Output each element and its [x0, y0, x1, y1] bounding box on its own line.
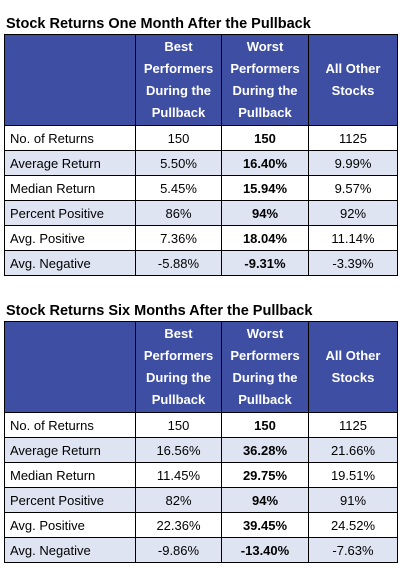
row-label: Percent Positive — [4, 487, 136, 513]
row-label: Avg. Positive — [4, 512, 136, 538]
cell-other: 1125 — [308, 412, 398, 438]
header-corner-cell — [4, 321, 136, 413]
cell-other: 9.57% — [308, 175, 398, 201]
row-label: Avg. Negative — [4, 250, 136, 276]
cell-best: 5.45% — [135, 175, 222, 201]
header-corner-cell — [4, 34, 136, 126]
table-row: Median Return 11.45% 29.75% 19.51% — [4, 462, 398, 488]
header-worst-performers: Worst Performers During the Pullback — [221, 321, 309, 413]
cell-best: 22.36% — [135, 512, 222, 538]
cell-worst: 150 — [221, 412, 309, 438]
cell-worst: 36.28% — [221, 437, 309, 463]
cell-best: 7.36% — [135, 225, 222, 251]
cell-best: -9.86% — [135, 537, 222, 563]
header-best-performers: Best Performers During the Pullback — [135, 34, 222, 126]
cell-other: 24.52% — [308, 512, 398, 538]
table-row: Average Return 16.56% 36.28% 21.66% — [4, 437, 398, 463]
cell-other: 11.14% — [308, 225, 398, 251]
cell-best: 86% — [135, 200, 222, 226]
row-label: Avg. Positive — [4, 225, 136, 251]
header-row: Best Performers During the Pullback Wors… — [4, 34, 398, 126]
cell-best: -5.88% — [135, 250, 222, 276]
cell-other: 9.99% — [308, 150, 398, 176]
cell-other: -3.39% — [308, 250, 398, 276]
cell-worst: 94% — [221, 487, 309, 513]
table-row: Median Return 5.45% 15.94% 9.57% — [4, 175, 398, 201]
cell-other: 1125 — [308, 125, 398, 151]
table-row: No. of Returns 150 150 1125 — [4, 412, 398, 438]
cell-worst: 39.45% — [221, 512, 309, 538]
cell-best: 150 — [135, 412, 222, 438]
cell-other: 21.66% — [308, 437, 398, 463]
row-label: Average Return — [4, 437, 136, 463]
header-worst-performers: Worst Performers During the Pullback — [221, 34, 309, 126]
table-row: No. of Returns 150 150 1125 — [4, 125, 398, 151]
row-label: Median Return — [4, 462, 136, 488]
header-row: Best Performers During the Pullback Wors… — [4, 321, 398, 413]
cell-worst: 94% — [221, 200, 309, 226]
table-section-one-month: Stock Returns One Month After the Pullba… — [4, 14, 398, 276]
cell-other: 91% — [308, 487, 398, 513]
cell-other: 92% — [308, 200, 398, 226]
cell-other: 19.51% — [308, 462, 398, 488]
table-section-six-months: Stock Returns Six Months After the Pullb… — [4, 301, 398, 563]
table-row: Avg. Negative -5.88% -9.31% -3.39% — [4, 250, 398, 276]
cell-worst: 16.40% — [221, 150, 309, 176]
row-label: Median Return — [4, 175, 136, 201]
header-all-other-stocks: All Other Stocks — [308, 321, 398, 413]
cell-best: 150 — [135, 125, 222, 151]
returns-table: Best Performers During the Pullback Wors… — [4, 321, 398, 563]
cell-worst: -9.31% — [221, 250, 309, 276]
returns-table: Best Performers During the Pullback Wors… — [4, 34, 398, 276]
table-row: Avg. Positive 7.36% 18.04% 11.14% — [4, 225, 398, 251]
table-row: Percent Positive 86% 94% 92% — [4, 200, 398, 226]
cell-worst: 29.75% — [221, 462, 309, 488]
cell-worst: 150 — [221, 125, 309, 151]
header-best-performers: Best Performers During the Pullback — [135, 321, 222, 413]
row-label: Percent Positive — [4, 200, 136, 226]
cell-best: 82% — [135, 487, 222, 513]
row-label: No. of Returns — [4, 125, 136, 151]
cell-worst: -13.40% — [221, 537, 309, 563]
table-row: Average Return 5.50% 16.40% 9.99% — [4, 150, 398, 176]
cell-worst: 18.04% — [221, 225, 309, 251]
cell-other: -7.63% — [308, 537, 398, 563]
table-row: Percent Positive 82% 94% 91% — [4, 487, 398, 513]
header-all-other-stocks: All Other Stocks — [308, 34, 398, 126]
cell-best: 16.56% — [135, 437, 222, 463]
row-label: No. of Returns — [4, 412, 136, 438]
table-row: Avg. Positive 22.36% 39.45% 24.52% — [4, 512, 398, 538]
cell-best: 11.45% — [135, 462, 222, 488]
cell-worst: 15.94% — [221, 175, 309, 201]
row-label: Avg. Negative — [4, 537, 136, 563]
table-title: Stock Returns One Month After the Pullba… — [6, 16, 311, 32]
row-label: Average Return — [4, 150, 136, 176]
cell-best: 5.50% — [135, 150, 222, 176]
table-row: Avg. Negative -9.86% -13.40% -7.63% — [4, 537, 398, 563]
table-title: Stock Returns Six Months After the Pullb… — [6, 303, 313, 319]
